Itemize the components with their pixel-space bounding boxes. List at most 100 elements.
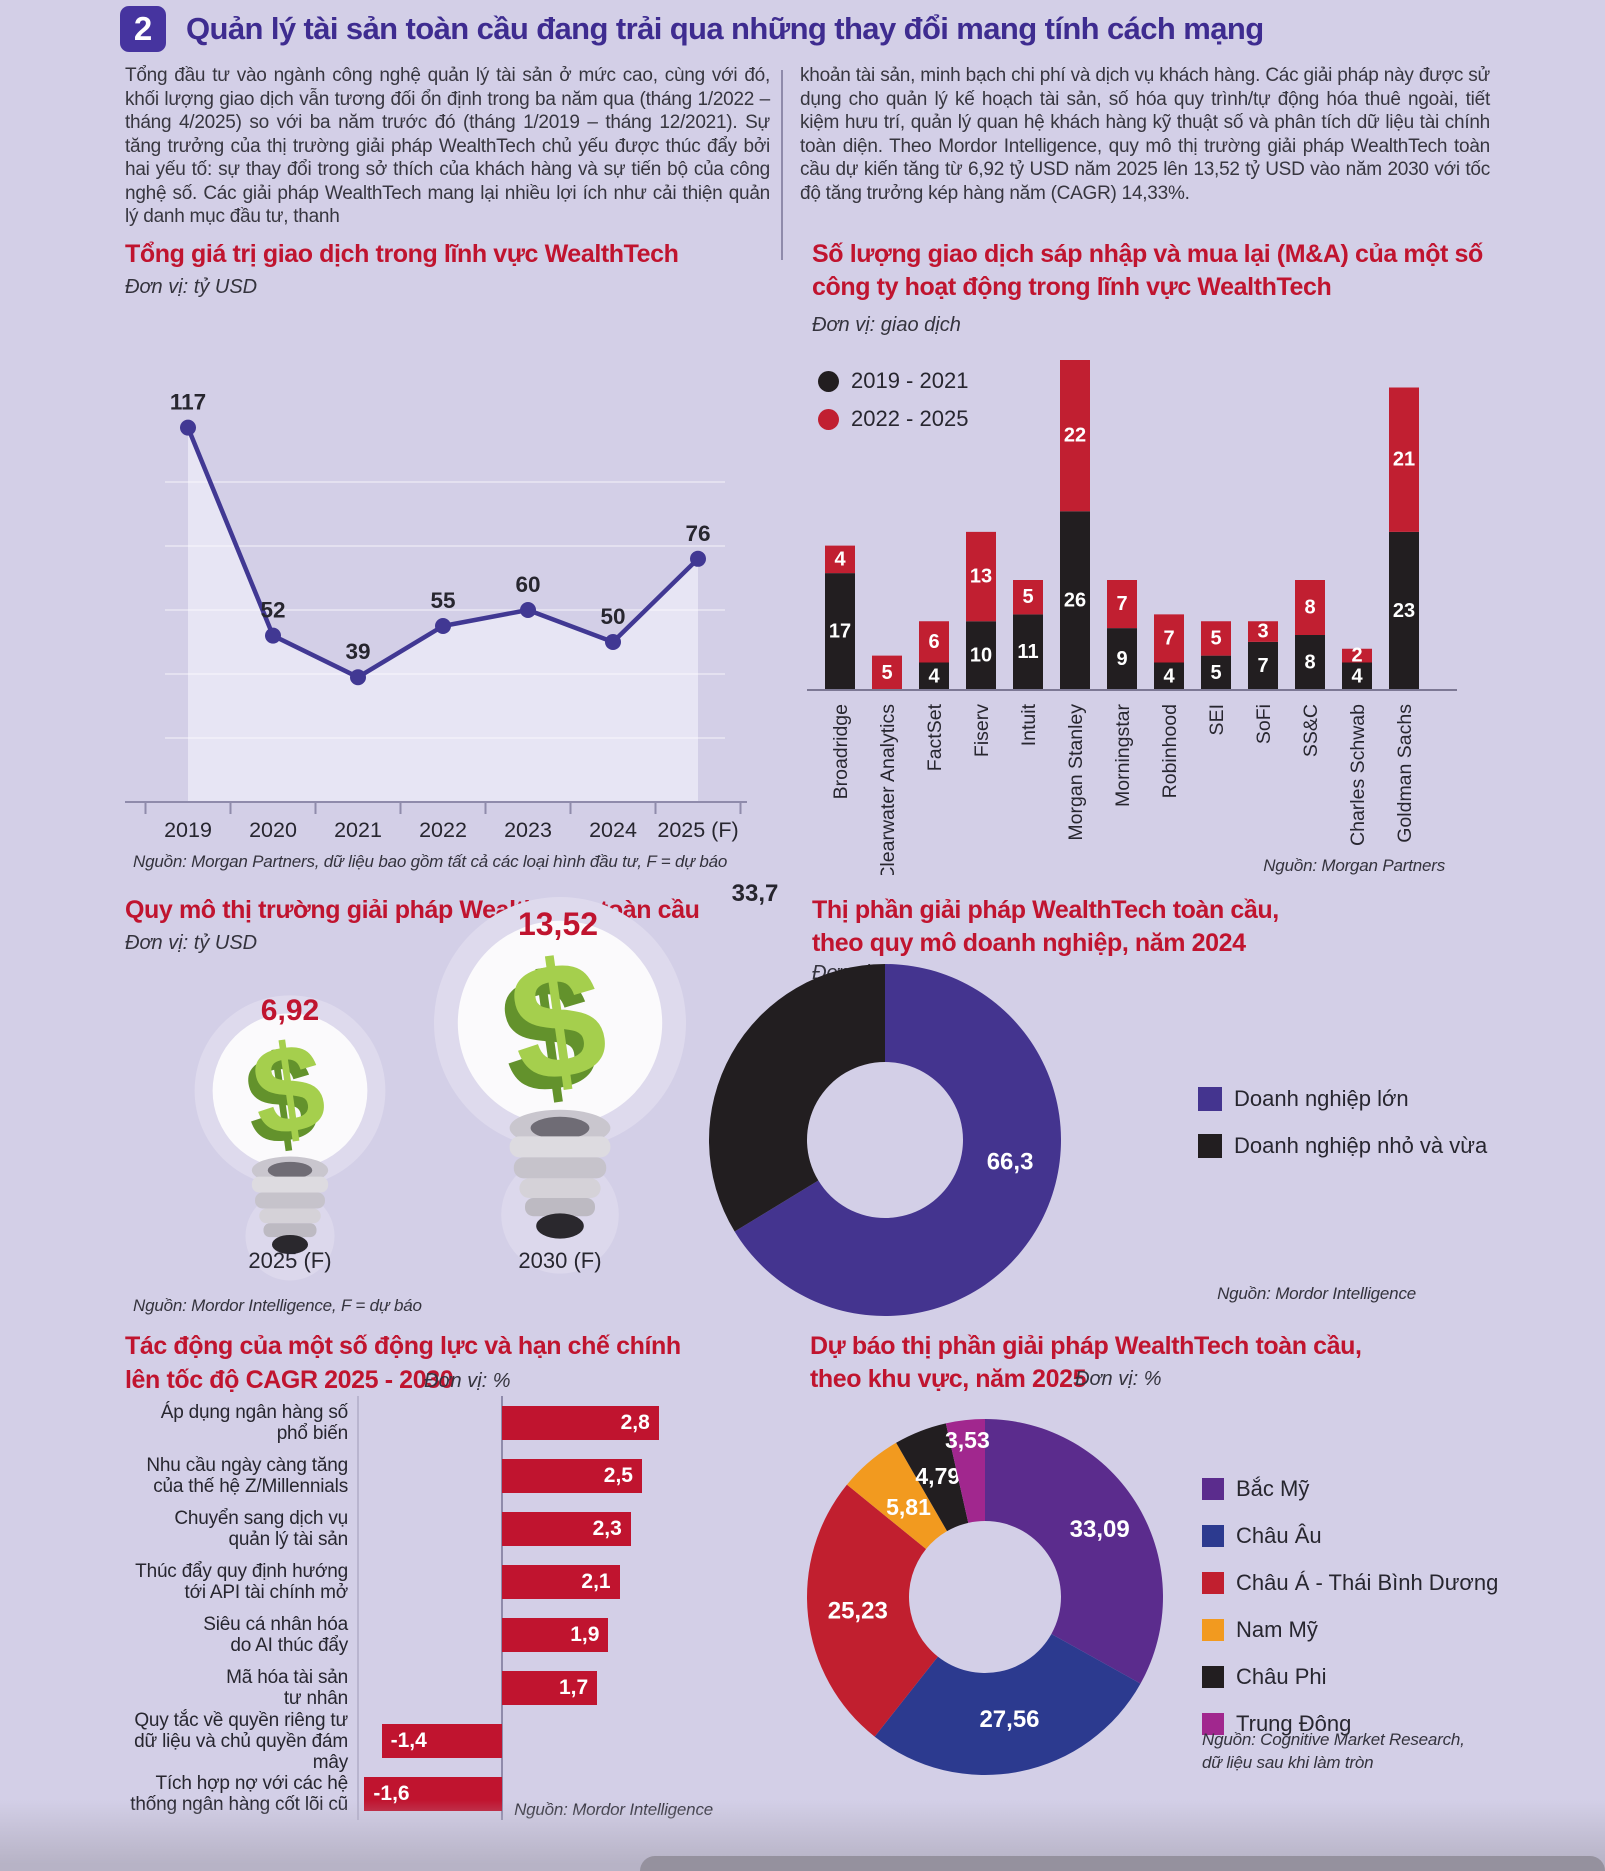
chart-text: Broadridge (830, 704, 852, 799)
chart-text: 2 (1351, 645, 1362, 667)
legend-item: Bắc Mỹ (1202, 1476, 1498, 1502)
chart-shape (1013, 580, 1043, 615)
deals-value-line-chart: 117 2019 52 2020 39 2021 55 2022 60 2023 50 2024 76 2… (125, 390, 747, 842)
ma-chart-title-line1: Số lượng giao dịch sáp nhập và mua lại (… (812, 240, 1483, 268)
chart-shape (966, 531, 996, 622)
chart-shape (1060, 360, 1090, 512)
chart-text: 2021 (334, 818, 382, 842)
chart-text: 2020 (249, 818, 297, 842)
legend-label: Châu Âu (1236, 1523, 1322, 1548)
chart-text: FactSet (924, 703, 946, 771)
drivers-unit: Đơn vị: % (424, 1370, 511, 1392)
driver-bar: 2,1 (502, 1565, 620, 1599)
size-donut-small-value: 33,7 (731, 880, 779, 907)
chart-shape (1060, 511, 1090, 690)
market-size-2025-caption: 2025 (F) (248, 1248, 332, 1273)
chart-text: Charles Schwab (1347, 704, 1369, 846)
chart-shape (1107, 628, 1137, 690)
chart-text: 3 (1257, 621, 1268, 643)
ma-chart-unit: Đơn vị: giao dịch (812, 314, 961, 336)
line-chart-unit: Đơn vị: tỷ USD (125, 276, 258, 298)
chart-shape (194, 995, 386, 1281)
chart-shape (1295, 580, 1325, 635)
chart-shape (1389, 531, 1419, 690)
legend-swatch (1202, 1713, 1224, 1735)
chart-text: Morningstar (1112, 704, 1134, 807)
chart-shape (1248, 641, 1278, 690)
chart-text: Goldman Sachs (1394, 704, 1416, 843)
chart-text: Fiserv (971, 704, 993, 757)
chart-text: 23 (1393, 600, 1415, 622)
market-size-2030-caption: 2030 (F) (518, 1248, 602, 1273)
ma-chart-title-line2: công ty hoạt động trong lĩnh vực WealthT… (812, 273, 1332, 301)
chart-text: 2023 (504, 818, 552, 842)
market-size-unit: Đơn vị: tỷ USD (125, 932, 258, 954)
chart-text: 55 (430, 588, 455, 613)
chart-shape (435, 618, 451, 634)
chart-text: 11 (1017, 641, 1038, 663)
chart-shape (1342, 648, 1372, 663)
legend-label: Doanh nghiệp nhỏ và vừa (1234, 1133, 1488, 1158)
legend-label: Nam Mỹ (1236, 1617, 1318, 1642)
chart-text: 5 (1210, 627, 1221, 649)
chart-shape (1201, 621, 1231, 656)
chart-text: SS&C (1300, 704, 1322, 757)
drivers-label-separator (357, 1396, 359, 1820)
driver-value: 2,1 (581, 1570, 611, 1593)
legend-swatch-purple (1198, 1087, 1222, 1111)
chart-shape (1154, 614, 1184, 663)
chart-text: 4 (928, 665, 940, 687)
chart-text: 22 (1064, 425, 1086, 447)
chart-text: 2019 (164, 818, 212, 842)
chart-shape (434, 897, 686, 1274)
size-donut-source: Nguồn: Mordor Intelligence (1217, 1284, 1416, 1303)
chart-text: 8 (1304, 597, 1315, 619)
size-donut-chart: 66,3 (709, 964, 1061, 1316)
chart-text: 4,79 (915, 1463, 960, 1489)
column-divider (781, 70, 783, 260)
lightbulb-small (194, 995, 386, 1281)
legend-item: 2022 - 2025 (818, 406, 968, 432)
chart-text: 33,09 (1070, 1516, 1130, 1543)
driver-value: -1,6 (373, 1782, 410, 1805)
chart-shape (919, 621, 949, 663)
chart-shape (1295, 635, 1325, 690)
chart-shape (1107, 580, 1137, 629)
region-donut-source: Nguồn: Cognitive Market Research, dữ liệ… (1202, 1728, 1465, 1774)
chart-shape (919, 662, 949, 690)
drivers-title-line2: lên tốc độ CAGR 2025 - 2030 (125, 1366, 454, 1394)
chart-text: 4 (834, 548, 846, 570)
line-chart-title: Tổng giá trị giao dịch trong lĩnh vực We… (125, 240, 679, 268)
market-size-2030-value: 13,52 (517, 906, 599, 942)
legend-item: Châu Phi (1202, 1664, 1498, 1690)
chart-text: Robinhood (1159, 704, 1181, 798)
chart-text: 7 (1116, 593, 1127, 615)
legend-swatch (1202, 1572, 1224, 1594)
legend-label: 2022 - 2025 (851, 406, 969, 431)
driver-value: 1,7 (558, 1676, 589, 1699)
chart-shape (1154, 662, 1184, 690)
chart-text: 3,53 (945, 1427, 990, 1453)
chart-shape (825, 573, 855, 690)
region-donut-chart: 33,09 27,56 25,23 5,81 4,79 3,53 (807, 1419, 1163, 1775)
legend-item: Châu Á - Thái Bình Dương (1202, 1570, 1498, 1596)
legend-item: Doanh nghiệp lớn (1198, 1086, 1487, 1112)
legend-swatch (1202, 1478, 1224, 1500)
driver-label: Áp dụng ngân hàng số phổ biến (160, 1402, 348, 1444)
legend-item: Châu Âu (1202, 1523, 1498, 1549)
chart-text: 10 (970, 645, 992, 667)
chart-shape (265, 627, 281, 644)
chart-shape (520, 602, 536, 618)
chart-shape (874, 1633, 1141, 1775)
chart-shape (1201, 655, 1231, 690)
chart-text: 2025 (F) (657, 818, 738, 842)
chart-text: 2022 (419, 818, 467, 842)
chart-shape (605, 634, 621, 650)
chart-shape (709, 964, 885, 1232)
chart-text: 117 (170, 390, 206, 415)
ma-stacked-bar-chart: 17 4 Broadridge 5 Clearwater Analytics 4 6 Fact… (807, 360, 1457, 875)
chart-shape (734, 964, 1061, 1316)
chart-text: SEI (1206, 704, 1228, 735)
chart-shape (985, 1419, 1163, 1684)
chart-text: 17 (829, 621, 851, 643)
